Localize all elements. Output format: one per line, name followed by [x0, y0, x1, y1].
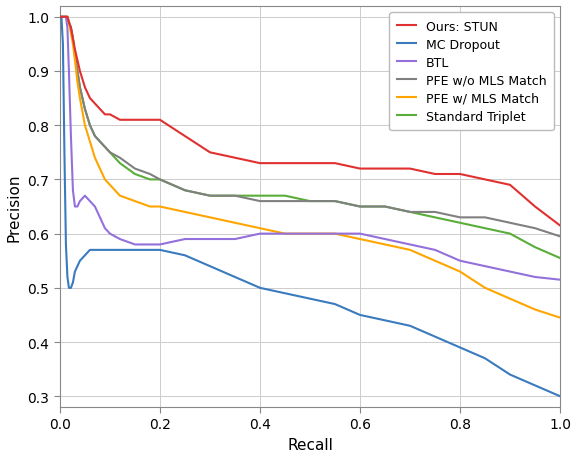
Legend: Ours: STUN, MC Dropout, BTL, PFE w/o MLS Match, PFE w/ MLS Match, Standard Tripl: Ours: STUN, MC Dropout, BTL, PFE w/o MLS…	[390, 13, 554, 131]
X-axis label: Recall: Recall	[287, 437, 333, 452]
Y-axis label: Precision: Precision	[7, 173, 22, 241]
